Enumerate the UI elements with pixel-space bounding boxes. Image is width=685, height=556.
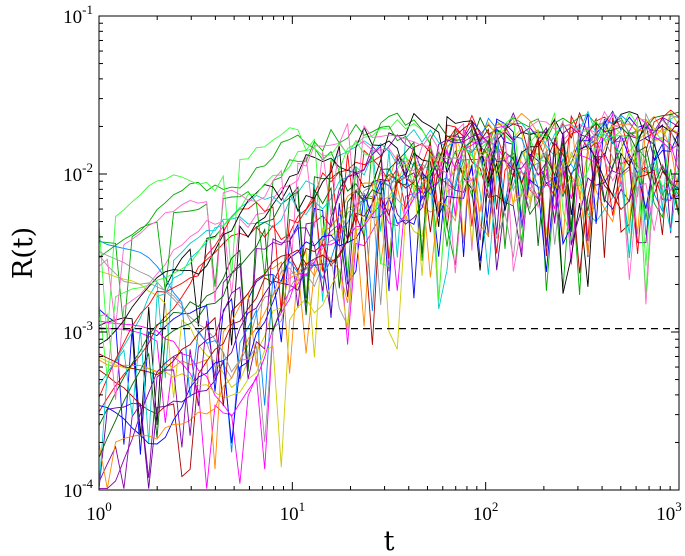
series-line	[98, 120, 680, 328]
series-layer	[98, 109, 680, 490]
y-axis-label: R(t)	[8, 227, 39, 279]
series-line	[98, 112, 680, 443]
plot-frame	[98, 15, 680, 491]
series-line	[98, 114, 680, 386]
y-tick-label: 10-4	[63, 476, 93, 502]
series-line	[99, 116, 680, 490]
series-line	[98, 111, 680, 399]
y-tick-label: 10-1	[63, 2, 93, 28]
x-tick-label: 103	[656, 499, 682, 525]
series-line	[98, 111, 680, 478]
series-line	[98, 110, 680, 400]
y-tick-label: 10-3	[63, 318, 93, 344]
x-tick-label: 101	[280, 499, 306, 525]
series-line	[98, 112, 680, 489]
series-line	[98, 110, 680, 489]
x-tick-label: 100	[86, 499, 112, 525]
x-axis-label: t	[384, 526, 395, 556]
series-line	[98, 121, 680, 418]
tick-labels-layer: 100 101 102 103 10-4 10-3 10-2 10-1	[63, 2, 682, 525]
series-line	[98, 115, 680, 470]
x-tick-label: 102	[473, 499, 499, 525]
series-line	[98, 118, 680, 468]
series-line	[98, 112, 680, 489]
series-line	[98, 122, 680, 458]
series-line	[98, 113, 680, 292]
ticks-layer	[98, 15, 680, 491]
series-line	[98, 111, 680, 437]
y-tick-label: 10-2	[63, 160, 93, 186]
series-line	[98, 120, 680, 407]
series-line	[98, 115, 680, 345]
